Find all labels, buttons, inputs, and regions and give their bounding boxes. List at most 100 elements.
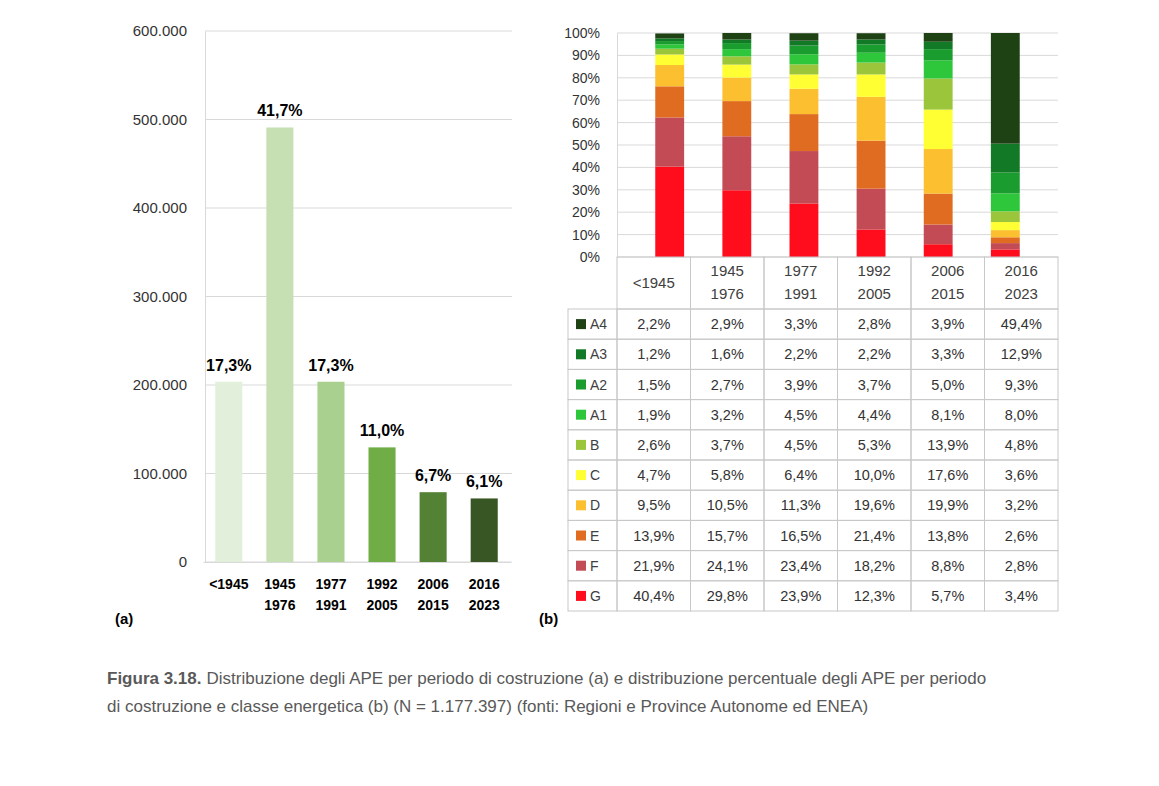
table-value: 3,6% <box>1005 467 1038 483</box>
table-value: 10,0% <box>854 467 895 483</box>
bar-segment <box>722 39 751 43</box>
bar-segment <box>924 225 953 245</box>
legend-label: A1 <box>590 407 607 423</box>
table-value: 9,5% <box>637 497 670 513</box>
bar-segment <box>722 33 751 39</box>
table-cell <box>568 520 617 550</box>
table-cell <box>985 400 1059 430</box>
bars <box>215 127 497 562</box>
category-label: 19451976 <box>711 262 744 302</box>
legend-swatch <box>576 380 586 390</box>
table-value: 8,0% <box>1005 407 1038 423</box>
table-value: 21,4% <box>854 528 895 544</box>
table-value: 23,9% <box>780 588 821 604</box>
table-cell <box>838 369 912 399</box>
table-value: 19,9% <box>927 497 968 513</box>
tick-label: 19451976 <box>264 576 295 613</box>
bar <box>266 127 293 562</box>
table-value: 40,4% <box>633 588 674 604</box>
table-cell <box>838 309 912 339</box>
bar-segment <box>790 89 819 114</box>
bar-segment <box>722 43 751 49</box>
table-cell <box>911 490 985 520</box>
table-value: 8,8% <box>931 558 964 574</box>
tick: 500.000 <box>133 111 205 128</box>
table-cell <box>985 460 1059 490</box>
tick-label: 20% <box>572 204 600 220</box>
tick-label: 80% <box>572 70 600 86</box>
table-value: 18,2% <box>854 558 895 574</box>
bar-segment <box>991 33 1020 144</box>
table-cell <box>568 551 617 581</box>
bar-segment <box>924 78 953 109</box>
table-value: 3,2% <box>711 407 744 423</box>
table-cell <box>911 581 985 611</box>
legend-label: G <box>590 588 601 604</box>
table-cell <box>568 339 617 369</box>
table-cell <box>617 369 691 399</box>
table-value: 19,6% <box>854 497 895 513</box>
table-cell <box>617 581 691 611</box>
table-value: 5,7% <box>931 588 964 604</box>
grid-line <box>205 208 512 209</box>
tick-label: 0% <box>580 249 600 265</box>
chart-b: 0%10%20%30%40%50%60%70%80%90%100% <box>564 25 1058 265</box>
tick-label: 19771991 <box>315 576 346 613</box>
table-value: 4,8% <box>1005 437 1038 453</box>
bar-segment <box>655 33 684 38</box>
table-cell <box>691 369 765 399</box>
bar-segment <box>722 78 751 102</box>
category-label: 20162023 <box>1005 262 1038 302</box>
tick: 200.000 <box>133 376 205 393</box>
bar-segment <box>655 117 684 166</box>
table-value: 16,5% <box>780 528 821 544</box>
tick-label: 40% <box>572 159 600 175</box>
bar-segment <box>857 53 886 63</box>
tick-label: 500.000 <box>133 111 187 128</box>
x-axis: <194519451976197719911992200520062015201… <box>204 563 511 614</box>
table-value: 3,7% <box>858 377 891 393</box>
table-cell <box>764 257 838 309</box>
table-value: 2,7% <box>711 377 744 393</box>
table-cell <box>985 369 1059 399</box>
table-value: 29,8% <box>707 588 748 604</box>
tick: 100.000 <box>133 465 205 482</box>
legend-swatch <box>576 591 586 601</box>
bar-segment <box>924 244 953 257</box>
table-value: 2,6% <box>637 437 670 453</box>
bar-segment <box>991 230 1020 237</box>
legend-swatch <box>576 531 586 541</box>
table-cell <box>568 400 617 430</box>
table-value: 12,9% <box>1001 346 1042 362</box>
table-cell <box>568 309 617 339</box>
table-cell <box>617 490 691 520</box>
table-value: 4,4% <box>858 407 891 423</box>
table-cell <box>617 309 691 339</box>
table-value: 15,7% <box>707 528 748 544</box>
bar-segment <box>790 41 819 46</box>
table-cell <box>764 490 838 520</box>
y-axis: 0100.000200.000300.000400.000500.000600.… <box>133 22 206 570</box>
table-value: 21,9% <box>633 558 674 574</box>
table-cell <box>691 339 765 369</box>
bar-segment <box>722 101 751 136</box>
table-cell <box>838 400 912 430</box>
tick-label: <1945 <box>209 576 249 592</box>
axis-line <box>205 32 206 563</box>
table-cell <box>911 520 985 550</box>
table-cell <box>617 257 691 309</box>
legend-label: A3 <box>590 346 607 362</box>
tick-label: 100% <box>564 25 600 41</box>
table-cell <box>985 490 1059 520</box>
table-value: 3,4% <box>1005 588 1038 604</box>
bar-segment <box>722 65 751 78</box>
table-cell <box>764 369 838 399</box>
caption-line: di costruzione e classe energetica (b) (… <box>107 697 868 716</box>
table-value: 2,6% <box>1005 528 1038 544</box>
tick: 300.000 <box>133 288 205 305</box>
legend-label: A2 <box>590 377 607 393</box>
table-cell <box>568 581 617 611</box>
table-value: 8,1% <box>931 407 964 423</box>
table-value: 2,2% <box>858 346 891 362</box>
y-axis: 0%10%20%30%40%50%60%70%80%90%100% <box>564 25 617 265</box>
